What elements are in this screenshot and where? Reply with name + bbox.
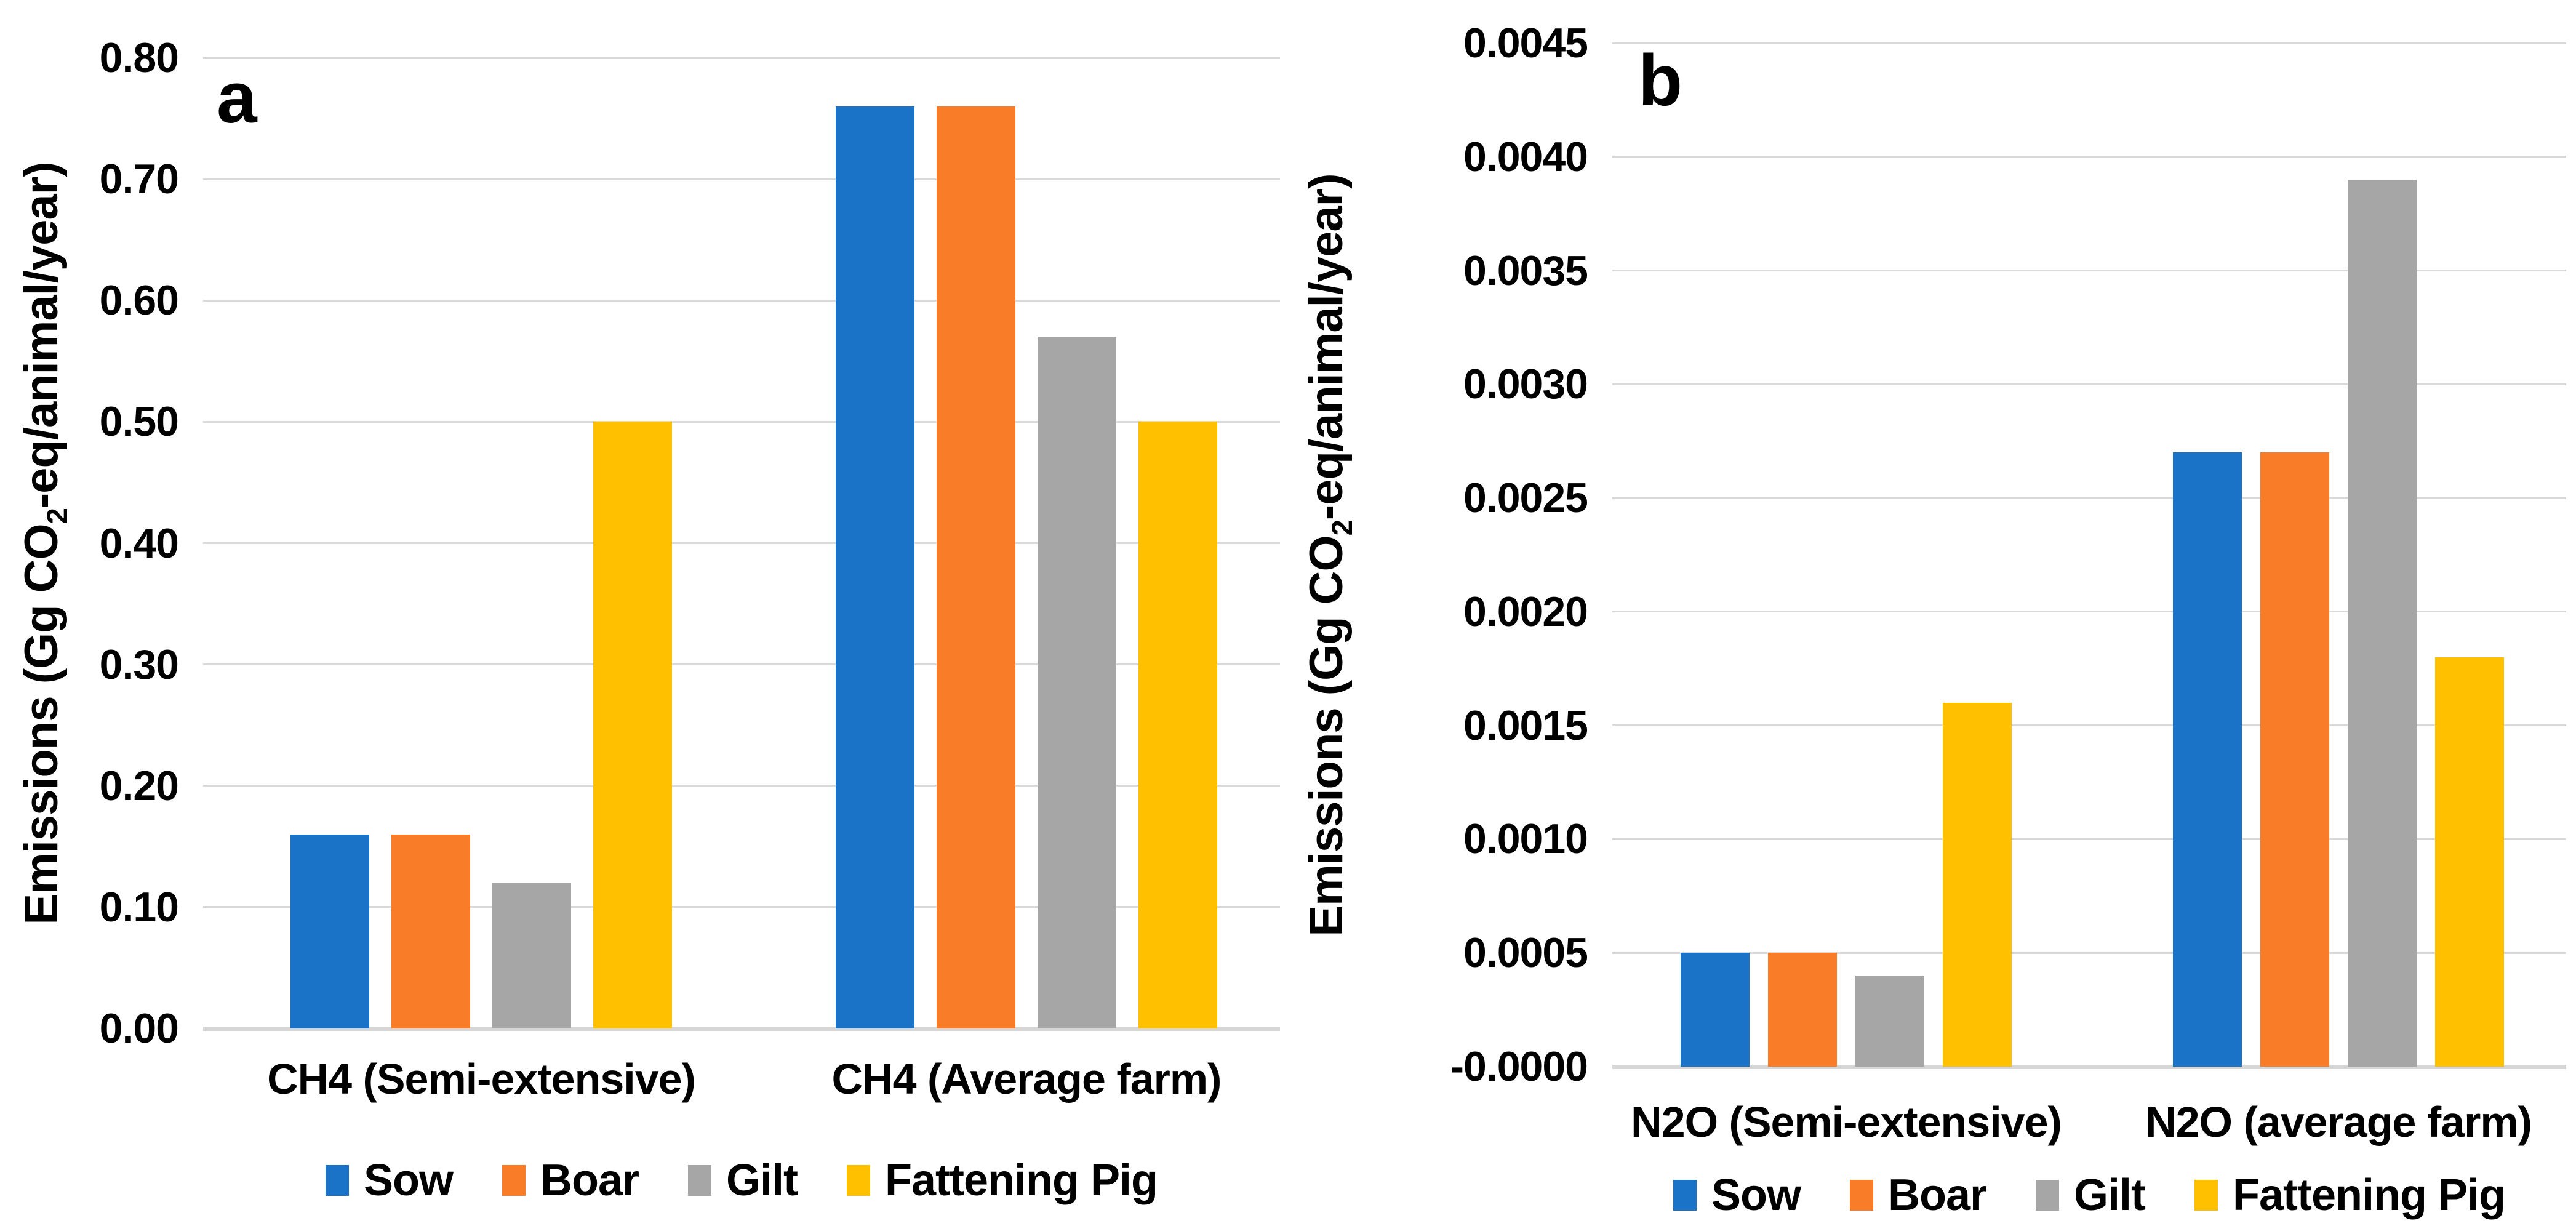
x-axis-line [203,1027,1280,1031]
legend-item-boar: Boar [502,1156,639,1205]
gridline [1612,497,2566,499]
y-tick-label: 0.0020 [1463,588,1588,635]
gridline [203,663,1280,665]
panel-letter-a: a [217,57,257,138]
y-tick-label: 0.60 [99,277,179,324]
x-category-label: N2O (Semi-extensive) [1631,1098,2062,1146]
bar-sow-group1 [1681,953,1750,1067]
y-tick-label: 0.30 [99,641,179,688]
bar-boar-group1 [391,835,470,1028]
bar-fattening-pig-group2 [1138,422,1217,1028]
y-tick-label: 0.00 [99,1005,179,1052]
gridline [1612,724,2566,726]
bar-boar-group2 [2260,452,2329,1067]
x-category-label: CH4 (Average farm) [831,1055,1222,1103]
legend-item-fattening-pig: Fattening Pig [847,1156,1158,1205]
gridline [1612,383,2566,385]
legend-item-gilt: Gilt [2036,1171,2146,1220]
gridline [203,57,1280,59]
legend-item-boar: Boar [1849,1171,1987,1220]
legend-label: Gilt [726,1156,798,1205]
legend-swatch-fattening-pig-icon [2194,1180,2218,1211]
gridline [1612,611,2566,612]
y-tick-label: 0.0015 [1463,702,1588,749]
x-axis-line [1612,1065,2566,1069]
legend-swatch-sow-icon [1673,1180,1697,1211]
legend-label: Sow [1711,1171,1801,1220]
legend-label: Boar [1887,1171,1987,1220]
legend: Sow Boar Gilt Fattening Pig [1612,1164,2566,1226]
gridline [203,421,1280,423]
gridline [1612,270,2566,271]
y-tick-label: 0.70 [99,156,179,202]
legend: Sow Boar Gilt Fattening Pig [203,1150,1280,1211]
bar-sow-group2 [2173,452,2242,1067]
y-tick-label: 0.0040 [1463,134,1588,180]
bar-gilt-group1 [492,883,571,1028]
y-tick-label: 0.80 [99,34,179,81]
y-tick-label: 0.20 [99,763,179,809]
y-axis-title: Emissions (Gg CO2-eq/animal/year) [1300,174,1359,936]
y-tick-label: 0.0025 [1463,475,1588,521]
y-tick-label: 0.40 [99,520,179,567]
legend-label: Fattening Pig [2233,1171,2506,1220]
legend-swatch-boar-icon [502,1165,526,1196]
y-axis-title-text: Emissions (Gg CO [1300,535,1353,937]
gridline [1612,42,2566,44]
bar-fattening-pig-group1 [1943,703,2012,1067]
bar-sow-group1 [290,835,369,1028]
y-tick-label: 0.0005 [1463,929,1588,976]
legend-swatch-boar-icon [1849,1180,1873,1211]
gridline [1612,156,2566,158]
legend-item-sow: Sow [325,1156,454,1205]
legend-item-fattening-pig: Fattening Pig [2194,1171,2506,1220]
legend-label: Boar [540,1156,639,1205]
legend-swatch-fattening-pig-icon [847,1165,871,1196]
y-tick-label: 0.0010 [1463,815,1588,862]
legend-swatch-sow-icon [325,1165,349,1196]
y-tick-label: 0.0045 [1463,20,1588,66]
gridline [1612,838,2566,840]
legend-item-sow: Sow [1673,1171,1801,1220]
gridline [203,906,1280,908]
x-category-label: N2O (average farm) [2145,1098,2532,1146]
bar-sow-group2 [836,106,914,1028]
legend-label: Sow [363,1156,454,1205]
gridline [203,785,1280,787]
gridline [203,178,1280,180]
gridline [1612,952,2566,954]
y-tick-label: 0.0035 [1463,247,1588,294]
bar-boar-group1 [1768,953,1837,1067]
bar-fattening-pig-group2 [2435,657,2504,1067]
legend-swatch-gilt-icon [688,1165,712,1196]
y-tick-label: -0.0000 [1450,1043,1588,1090]
legend-item-gilt: Gilt [688,1156,798,1205]
legend-swatch-gilt-icon [2036,1180,2060,1211]
y-axis-title-text: -eq/animal/year) [1300,174,1353,521]
legend-label: Fattening Pig [885,1156,1158,1205]
bar-gilt-group1 [1855,976,1924,1067]
panel-letter-b: b [1638,40,1683,121]
bar-gilt-group2 [1038,337,1116,1028]
legend-label: Gilt [2074,1171,2146,1220]
gridline [203,542,1280,544]
bar-boar-group2 [937,106,1015,1028]
y-tick-label: 0.50 [99,398,179,445]
y-axis-title-subscript: 2 [1326,520,1359,536]
bar-fattening-pig-group1 [593,422,672,1028]
y-tick-label: 0.10 [99,884,179,931]
y-tick-label: 0.0030 [1463,361,1588,407]
gridline [203,300,1280,302]
x-category-label: CH4 (Semi-extensive) [267,1055,696,1103]
bar-gilt-group2 [2348,180,2417,1067]
